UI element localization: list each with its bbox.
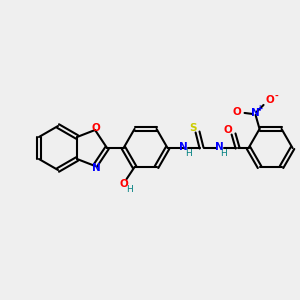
- Text: O: O: [223, 125, 232, 135]
- Text: N: N: [179, 142, 188, 152]
- Text: O: O: [119, 179, 128, 189]
- Text: H: H: [126, 184, 133, 194]
- Text: H: H: [185, 148, 192, 158]
- Text: -: -: [275, 92, 278, 100]
- Text: N: N: [251, 108, 260, 118]
- Text: N: N: [215, 142, 224, 152]
- Text: O: O: [92, 123, 100, 133]
- Text: H: H: [220, 148, 227, 158]
- Text: S: S: [189, 123, 196, 133]
- Text: N: N: [92, 163, 100, 173]
- Text: O: O: [265, 95, 274, 105]
- Text: +: +: [256, 104, 263, 113]
- Text: O: O: [232, 107, 241, 117]
